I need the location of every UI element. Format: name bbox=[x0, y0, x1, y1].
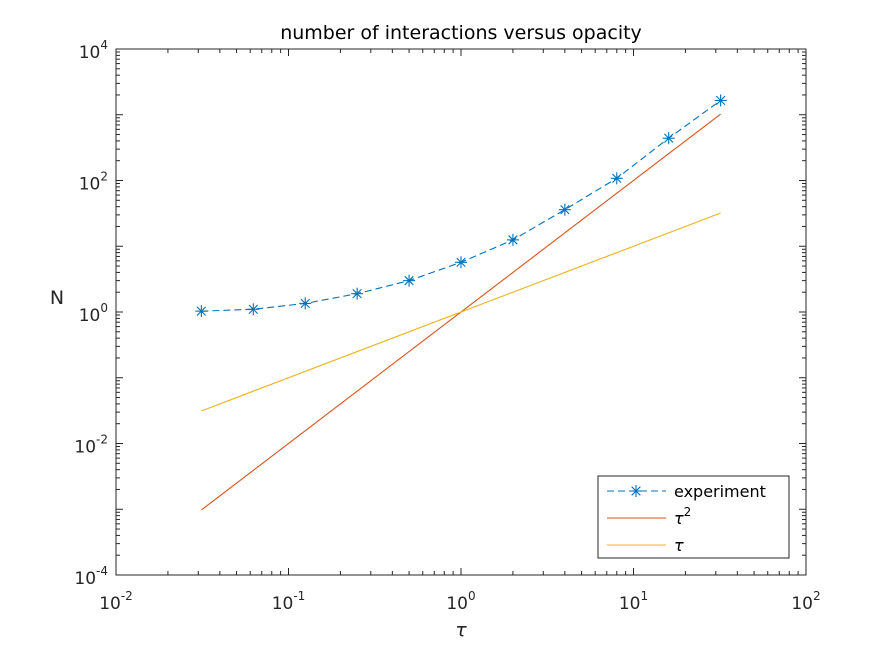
legend-label-0: experiment bbox=[674, 482, 766, 501]
data-point-marker bbox=[351, 287, 364, 300]
data-point-marker bbox=[610, 172, 623, 185]
y-tick-label: 102 bbox=[79, 170, 108, 195]
x-tick-label: 100 bbox=[446, 589, 475, 614]
data-point-marker bbox=[403, 274, 416, 287]
legend-box bbox=[597, 475, 790, 559]
data-point-marker bbox=[558, 203, 571, 216]
x-tick-label: 101 bbox=[619, 589, 648, 614]
data-point-marker bbox=[299, 297, 312, 310]
x-tick-label: 102 bbox=[791, 589, 820, 614]
data-point-marker bbox=[714, 94, 727, 107]
series-group bbox=[195, 94, 727, 511]
chart-title: number of interactions versus opacity bbox=[280, 22, 642, 44]
y-tick-label: 100 bbox=[79, 301, 108, 326]
legend-label-2: τ bbox=[674, 536, 684, 555]
data-point-marker bbox=[506, 233, 519, 246]
y-tick-label: 10-4 bbox=[74, 564, 108, 589]
legend-label-1: τ2 bbox=[674, 505, 691, 528]
x-tick-label: 10-2 bbox=[99, 589, 133, 614]
data-point-marker bbox=[195, 305, 208, 318]
data-point-marker bbox=[455, 256, 467, 269]
legend-marker bbox=[631, 486, 641, 496]
y-tick-label: 10-2 bbox=[74, 433, 108, 458]
data-point-marker bbox=[662, 132, 675, 145]
x-axis-label: τ bbox=[455, 619, 467, 641]
legend: experiment τ2 τ bbox=[597, 475, 790, 559]
y-tick-label: 104 bbox=[79, 38, 108, 63]
data-point-marker bbox=[247, 303, 260, 316]
y-axis-label: N bbox=[50, 287, 64, 309]
x-tick-label: 10-1 bbox=[272, 589, 306, 614]
series-line-2 bbox=[201, 212, 721, 412]
series-layer bbox=[195, 94, 727, 511]
